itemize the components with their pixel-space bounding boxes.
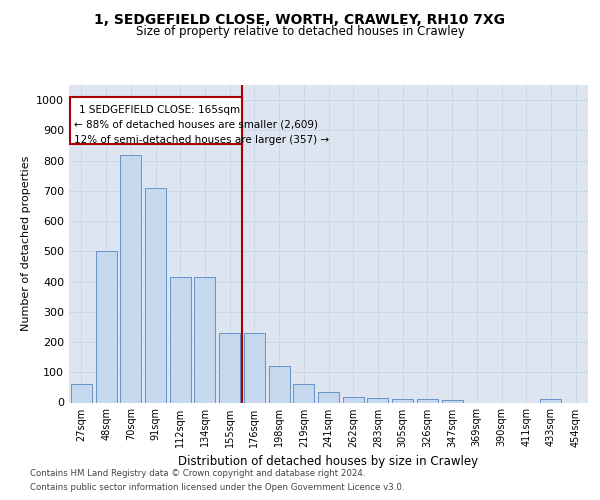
Bar	[71, 384, 92, 402]
Text: Contains HM Land Registry data © Crown copyright and database right 2024.: Contains HM Land Registry data © Crown c…	[30, 468, 365, 477]
Bar	[392, 400, 413, 402]
Bar	[120, 154, 141, 402]
Y-axis label: Number of detached properties: Number of detached properties	[20, 156, 31, 332]
FancyBboxPatch shape	[70, 97, 242, 144]
Bar	[269, 366, 290, 403]
Bar	[194, 277, 215, 402]
Bar	[318, 392, 339, 402]
X-axis label: Distribution of detached houses by size in Crawley: Distribution of detached houses by size …	[178, 455, 479, 468]
Bar	[95, 252, 116, 402]
Bar	[442, 400, 463, 402]
Bar	[541, 400, 562, 402]
Text: Size of property relative to detached houses in Crawley: Size of property relative to detached ho…	[136, 25, 464, 38]
Bar	[343, 397, 364, 402]
Text: 12% of semi-detached houses are larger (357) →: 12% of semi-detached houses are larger (…	[74, 135, 329, 145]
Bar	[244, 333, 265, 402]
Bar	[219, 333, 240, 402]
Text: 1, SEDGEFIELD CLOSE, WORTH, CRAWLEY, RH10 7XG: 1, SEDGEFIELD CLOSE, WORTH, CRAWLEY, RH1…	[95, 12, 505, 26]
Bar	[145, 188, 166, 402]
Bar	[367, 398, 388, 402]
Text: 1 SEDGEFIELD CLOSE: 165sqm: 1 SEDGEFIELD CLOSE: 165sqm	[79, 104, 241, 115]
Bar	[417, 400, 438, 402]
Bar	[293, 384, 314, 402]
Bar	[170, 277, 191, 402]
Text: ← 88% of detached houses are smaller (2,609): ← 88% of detached houses are smaller (2,…	[74, 120, 318, 130]
Text: Contains public sector information licensed under the Open Government Licence v3: Contains public sector information licen…	[30, 484, 404, 492]
